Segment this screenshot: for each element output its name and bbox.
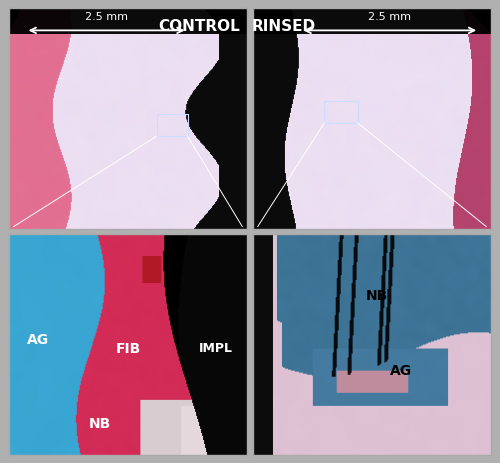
Text: AG: AG [390, 364, 411, 378]
Text: RINSED: RINSED [252, 19, 316, 34]
Bar [324, 101, 358, 123]
Text: 2.5 mm: 2.5 mm [85, 12, 128, 22]
Text: CONTROL: CONTROL [158, 19, 240, 34]
Text: NB: NB [366, 289, 388, 303]
Text: AG: AG [26, 333, 48, 347]
Text: FIB: FIB [116, 342, 140, 356]
Text: 2.5 mm: 2.5 mm [368, 12, 412, 22]
Text: IMPL: IMPL [199, 342, 233, 356]
Bar [156, 114, 188, 136]
Text: NB: NB [88, 417, 110, 431]
